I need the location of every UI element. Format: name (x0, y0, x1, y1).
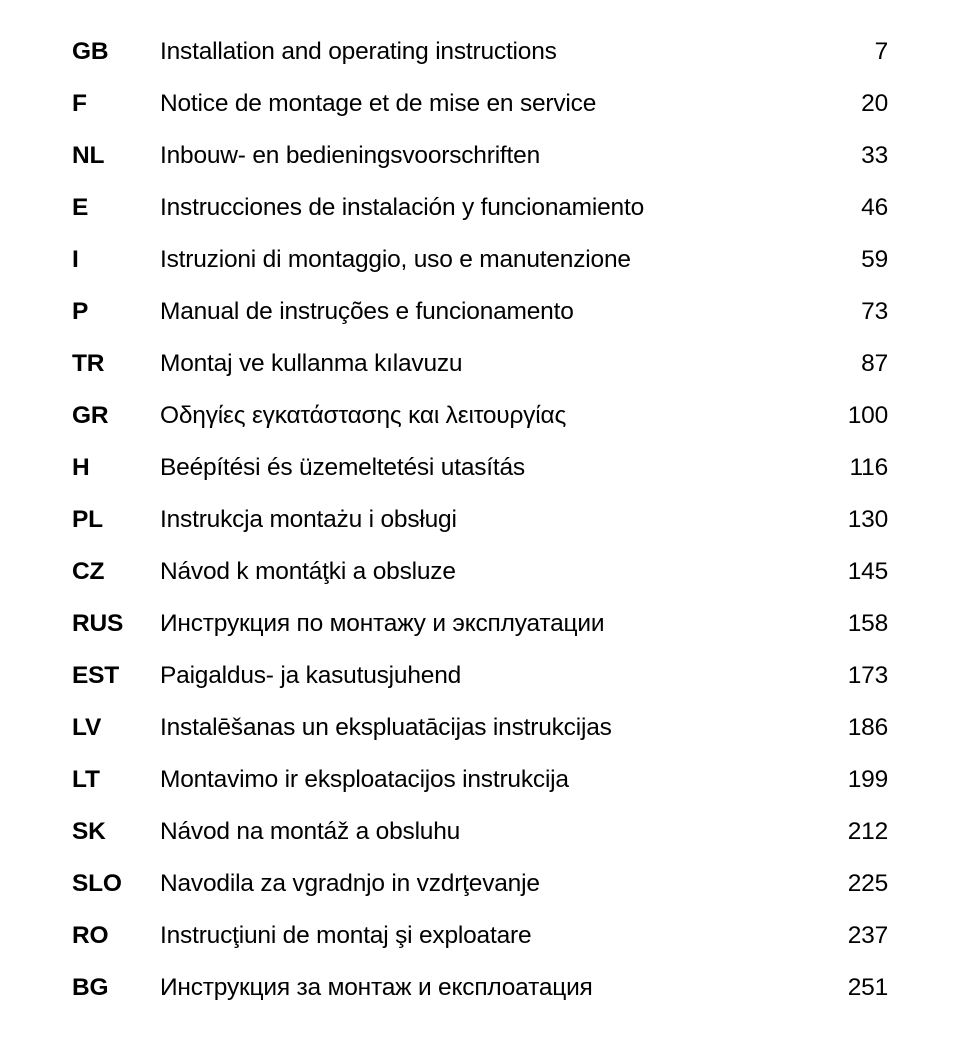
page-number: 145 (818, 534, 888, 586)
table-row: CZNávod k montáţki a obsluze145 (72, 534, 888, 586)
table-row: GBInstallation and operating instruction… (72, 14, 888, 66)
document-title: Instrukcja montażu i obsługi (160, 482, 818, 534)
page-number: 116 (818, 430, 888, 482)
language-code: P (72, 274, 160, 326)
table-row: SKNávod na montáž a obsluhu212 (72, 794, 888, 846)
document-title: Инструкция по монтажу и эксплуатации (160, 586, 818, 638)
document-title: Οδηγίες εγκατάστασης και λειτουργίας (160, 378, 818, 430)
table-row: ROInstrucţiuni de montaj şi exploatare23… (72, 898, 888, 950)
document-title: Instrucciones de instalación y funcionam… (160, 170, 818, 222)
document-title: Montaj ve kullanma kılavuzu (160, 326, 818, 378)
language-code: LV (72, 690, 160, 742)
page-number: 173 (818, 638, 888, 690)
document-title: Beépítési és üzemeltetési utasítás (160, 430, 818, 482)
page-number: 20 (818, 66, 888, 118)
table-row: NLInbouw- en bedieningsvoorschriften33 (72, 118, 888, 170)
page-number: 59 (818, 222, 888, 274)
language-code: GB (72, 14, 160, 66)
language-code: E (72, 170, 160, 222)
language-code: TR (72, 326, 160, 378)
table-row: RUSИнструкция по монтажу и эксплуатации1… (72, 586, 888, 638)
document-title: Instalēšanas un ekspluatācijas instrukci… (160, 690, 818, 742)
table-row: LTMontavimo ir eksploatacijos instrukcij… (72, 742, 888, 794)
page-container: GBInstallation and operating instruction… (0, 0, 960, 1050)
page-number: 186 (818, 690, 888, 742)
page-number: 7 (818, 14, 888, 66)
page-number: 199 (818, 742, 888, 794)
table-row: IIstruzioni di montaggio, uso e manutenz… (72, 222, 888, 274)
table-row: FNotice de montage et de mise en service… (72, 66, 888, 118)
page-number: 237 (818, 898, 888, 950)
document-title: Inbouw- en bedieningsvoorschriften (160, 118, 818, 170)
page-number: 46 (818, 170, 888, 222)
language-code: I (72, 222, 160, 274)
document-title: Manual de instruções e funcionamento (160, 274, 818, 326)
language-code: H (72, 430, 160, 482)
table-row: GRΟδηγίες εγκατάστασης και λειτουργίας10… (72, 378, 888, 430)
document-title: Инструкция за монтаж и експлоатация (160, 950, 818, 1002)
page-number: 158 (818, 586, 888, 638)
document-title: Navodila za vgradnjo in vzdrţevanje (160, 846, 818, 898)
language-code: PL (72, 482, 160, 534)
table-row: HBeépítési és üzemeltetési utasítás116 (72, 430, 888, 482)
document-title: Notice de montage et de mise en service (160, 66, 818, 118)
language-code: NL (72, 118, 160, 170)
table-row: ESTPaigaldus- ja kasutusjuhend173 (72, 638, 888, 690)
language-code: CZ (72, 534, 160, 586)
page-number: 73 (818, 274, 888, 326)
table-row: TRMontaj ve kullanma kılavuzu87 (72, 326, 888, 378)
page-number: 87 (818, 326, 888, 378)
language-code: EST (72, 638, 160, 690)
page-number: 251 (818, 950, 888, 1002)
document-title: Návod k montáţki a obsluze (160, 534, 818, 586)
page-number: 33 (818, 118, 888, 170)
language-code: SK (72, 794, 160, 846)
document-title: Paigaldus- ja kasutusjuhend (160, 638, 818, 690)
table-row: EInstrucciones de instalación y funciona… (72, 170, 888, 222)
table-row: SLONavodila za vgradnjo in vzdrţevanje22… (72, 846, 888, 898)
document-title: Montavimo ir eksploatacijos instrukcija (160, 742, 818, 794)
language-code: RUS (72, 586, 160, 638)
document-title: Installation and operating instructions (160, 14, 818, 66)
language-code: GR (72, 378, 160, 430)
page-number: 212 (818, 794, 888, 846)
language-code: BG (72, 950, 160, 1002)
language-code: RO (72, 898, 160, 950)
table-row: PManual de instruções e funcionamento73 (72, 274, 888, 326)
page-number: 225 (818, 846, 888, 898)
table-row: PLInstrukcja montażu i obsługi130 (72, 482, 888, 534)
document-title: Návod na montáž a obsluhu (160, 794, 818, 846)
language-code: F (72, 66, 160, 118)
language-code: LT (72, 742, 160, 794)
page-number: 130 (818, 482, 888, 534)
document-title: Istruzioni di montaggio, uso e manutenzi… (160, 222, 818, 274)
table-row: BGИнструкция за монтаж и експлоатация251 (72, 950, 888, 1002)
language-table: GBInstallation and operating instruction… (72, 14, 888, 1002)
language-code: SLO (72, 846, 160, 898)
table-row: LVInstalēšanas un ekspluatācijas instruk… (72, 690, 888, 742)
document-title: Instrucţiuni de montaj şi exploatare (160, 898, 818, 950)
page-number: 100 (818, 378, 888, 430)
